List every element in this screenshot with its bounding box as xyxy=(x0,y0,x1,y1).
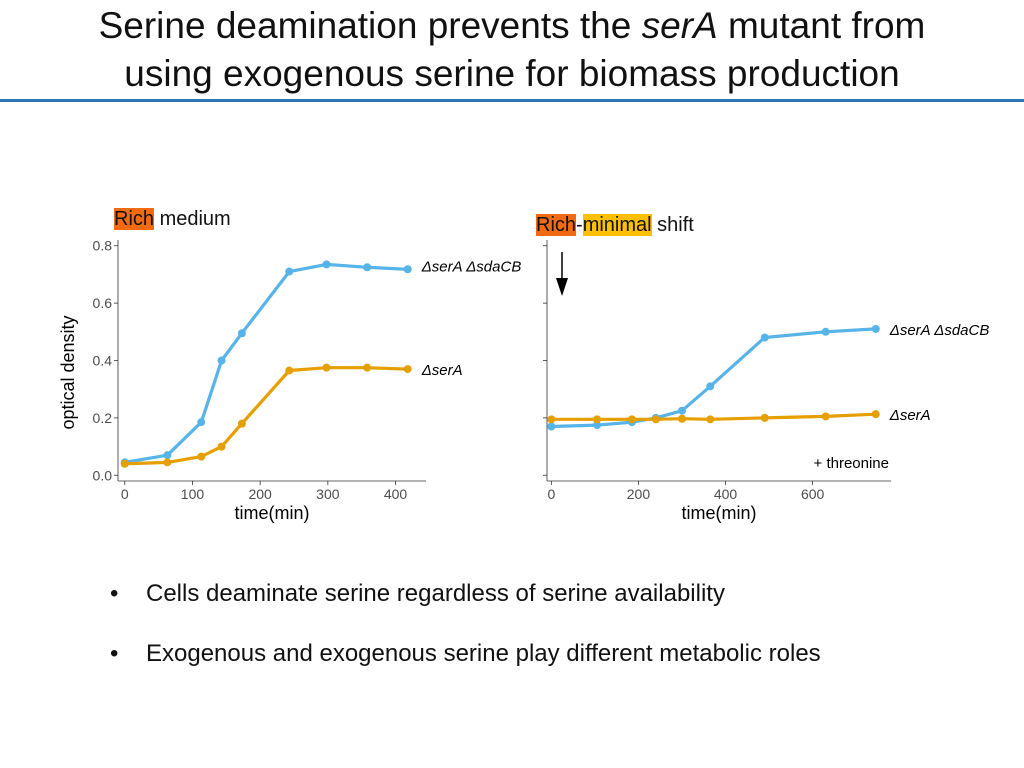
label-separator: - xyxy=(576,214,583,236)
data-point xyxy=(627,415,636,424)
y-axis-label: optical density xyxy=(58,315,78,429)
data-point xyxy=(593,421,602,430)
minimal-highlight: minimal xyxy=(582,214,652,236)
x-tick-label: 400 xyxy=(384,486,408,502)
y-tick-label: 0.8 xyxy=(93,238,113,254)
x-tick-label: 200 xyxy=(627,486,651,502)
title-text: Serine deamination prevents the xyxy=(98,5,642,46)
bullet-item: • Cells deaminate serine regardless of s… xyxy=(110,576,821,612)
data-point xyxy=(706,415,715,424)
series-line xyxy=(551,327,876,429)
slide-title: Serine deamination prevents the serA mut… xyxy=(0,2,1024,98)
data-point xyxy=(403,365,412,374)
x-tick-label: 600 xyxy=(801,486,825,502)
x-tick-label: 200 xyxy=(248,486,272,502)
bullet-list: • Cells deaminate serine regardless of s… xyxy=(110,576,821,696)
data-point xyxy=(706,382,715,391)
data-point xyxy=(197,418,206,427)
rich-highlight-right: Rich xyxy=(536,214,577,236)
data-point xyxy=(163,458,172,467)
x-tick-label: 0 xyxy=(121,486,129,502)
x-axis-label: time(min) xyxy=(682,503,757,523)
title-line-1: Serine deamination prevents the serA mut… xyxy=(0,2,1024,50)
right-panel-label-text: shift xyxy=(651,214,694,236)
data-point xyxy=(871,410,880,419)
data-point xyxy=(593,415,602,424)
bullet-text: Cells deaminate serine regardless of ser… xyxy=(146,580,725,607)
series-label: ΔserA xyxy=(421,362,463,379)
series-label: ΔserA ΔsdaCB xyxy=(421,258,522,275)
right-panel-label: Rich-minimal shift xyxy=(536,213,694,237)
data-point xyxy=(363,263,372,272)
data-point xyxy=(120,459,129,468)
data-point xyxy=(237,329,246,338)
data-point xyxy=(285,366,294,375)
data-point xyxy=(547,415,556,424)
annotation-label: + threonine xyxy=(814,455,889,472)
chart-rich-minimal-shift: 0 200 400 600 time(min) ΔserA ΔsdaCB ΔserA + th… xyxy=(543,240,989,523)
data-point xyxy=(547,422,556,431)
title-text-end: mutant from xyxy=(717,5,926,46)
data-point xyxy=(403,265,412,274)
x-tick-label: 100 xyxy=(181,486,205,502)
data-point xyxy=(760,413,769,422)
series-line xyxy=(124,262,408,464)
rich-highlight: Rich xyxy=(114,208,155,230)
data-point xyxy=(821,327,830,336)
bullet-item: • Exogenous and exogenous serine play di… xyxy=(110,636,821,672)
y-tick-label: 0.0 xyxy=(93,467,113,483)
title-line-2: using exogenous serine for biomass produ… xyxy=(124,53,900,94)
data-point xyxy=(760,333,769,342)
data-point xyxy=(322,363,331,372)
data-point xyxy=(217,442,226,451)
shift-arrow xyxy=(556,252,568,296)
x-tick-label: 0 xyxy=(547,486,555,502)
data-point xyxy=(322,260,331,269)
chart-rich-medium: 0.0 0.2 0.4 0.6 0.8 0 100 200 300 400 time(min) opt… xyxy=(58,238,521,523)
data-point xyxy=(197,452,206,461)
data-point xyxy=(871,324,880,333)
data-point xyxy=(677,406,686,415)
bullet-glyph: • xyxy=(110,640,119,667)
data-point xyxy=(821,412,830,421)
title-divider xyxy=(0,99,1024,102)
data-point xyxy=(163,451,172,460)
x-tick-label: 400 xyxy=(714,486,738,502)
left-panel-label-text: medium xyxy=(154,208,231,230)
data-point xyxy=(651,415,660,424)
y-tick-label: 0.2 xyxy=(93,410,113,426)
series-label: ΔserA ΔsdaCB xyxy=(889,322,990,339)
bullet-glyph: • xyxy=(110,580,119,607)
x-axis-label: time(min) xyxy=(235,503,310,523)
data-point xyxy=(363,363,372,372)
data-point xyxy=(237,419,246,428)
title-italic-gene: serA xyxy=(641,5,718,46)
data-point xyxy=(285,267,294,276)
x-tick-label: 300 xyxy=(316,486,340,502)
left-panel-label: Rich medium xyxy=(114,207,231,231)
y-tick-label: 0.4 xyxy=(93,353,113,369)
series-line xyxy=(124,366,408,466)
data-point xyxy=(217,356,226,365)
bullet-text: Exogenous and exogenous serine play diff… xyxy=(146,640,821,667)
data-point xyxy=(677,414,686,423)
y-tick-label: 0.6 xyxy=(93,295,113,311)
shift-arrow-head xyxy=(556,278,568,296)
series-label: ΔserA xyxy=(889,407,931,424)
